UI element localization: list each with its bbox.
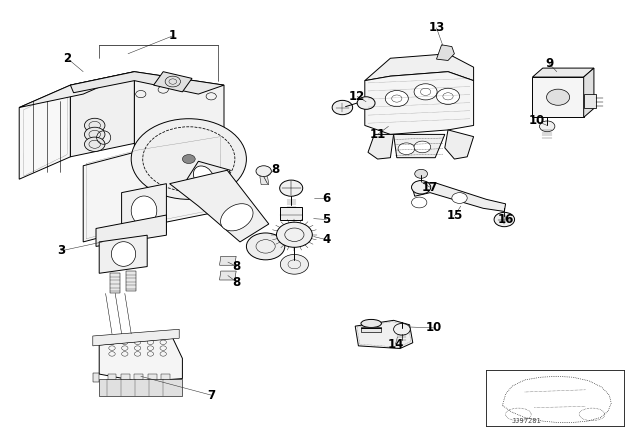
Polygon shape (70, 72, 134, 157)
Polygon shape (532, 68, 594, 77)
Circle shape (84, 127, 105, 142)
Text: 5: 5 (323, 213, 330, 226)
Polygon shape (368, 134, 394, 159)
Polygon shape (99, 338, 182, 382)
Polygon shape (99, 379, 182, 396)
Text: 10: 10 (528, 114, 545, 128)
Circle shape (494, 212, 515, 227)
Ellipse shape (193, 166, 214, 187)
Ellipse shape (131, 196, 157, 225)
Polygon shape (445, 130, 474, 159)
Bar (110, 273, 120, 293)
Circle shape (547, 89, 570, 105)
Polygon shape (436, 45, 454, 60)
Circle shape (398, 143, 415, 155)
Polygon shape (154, 72, 192, 92)
Polygon shape (96, 215, 166, 246)
Text: 4: 4 (323, 233, 330, 246)
Polygon shape (121, 374, 130, 380)
Circle shape (280, 180, 303, 196)
Circle shape (280, 254, 308, 274)
Polygon shape (584, 68, 594, 117)
Polygon shape (355, 320, 413, 349)
Text: 11: 11 (369, 128, 386, 141)
Ellipse shape (221, 204, 253, 231)
Polygon shape (108, 374, 116, 380)
Circle shape (246, 233, 285, 260)
Circle shape (385, 90, 408, 107)
Polygon shape (186, 161, 230, 190)
Polygon shape (134, 374, 143, 380)
Polygon shape (19, 85, 70, 179)
Circle shape (332, 100, 353, 115)
Text: 9: 9 (545, 57, 553, 70)
Bar (126, 271, 136, 291)
Polygon shape (19, 72, 134, 108)
Polygon shape (83, 134, 224, 242)
Text: 8: 8 (271, 163, 279, 176)
Polygon shape (532, 77, 584, 117)
Circle shape (415, 169, 428, 178)
Text: 17: 17 (422, 181, 438, 194)
Polygon shape (361, 327, 381, 332)
Circle shape (452, 193, 467, 203)
Text: 1: 1 (169, 29, 177, 43)
Polygon shape (365, 72, 474, 134)
Circle shape (412, 181, 431, 194)
Polygon shape (161, 374, 170, 380)
Bar (280, 207, 302, 220)
Text: 7: 7 (207, 388, 215, 402)
Text: 2: 2 (63, 52, 71, 65)
Circle shape (84, 118, 105, 133)
Polygon shape (365, 54, 474, 81)
Text: 12: 12 (349, 90, 365, 103)
Circle shape (276, 222, 312, 247)
Polygon shape (134, 72, 224, 161)
Circle shape (394, 323, 410, 335)
Circle shape (412, 197, 427, 208)
Ellipse shape (361, 319, 381, 327)
Polygon shape (93, 373, 99, 382)
Circle shape (131, 119, 246, 199)
Polygon shape (170, 170, 269, 242)
Text: 8: 8 (233, 276, 241, 289)
Polygon shape (413, 183, 506, 211)
Text: 10: 10 (426, 321, 442, 335)
Circle shape (540, 121, 555, 132)
Ellipse shape (111, 242, 136, 266)
Text: 8: 8 (233, 260, 241, 273)
Circle shape (414, 141, 431, 153)
Text: 13: 13 (428, 21, 445, 34)
Circle shape (84, 137, 105, 151)
Polygon shape (260, 177, 269, 185)
Polygon shape (220, 256, 236, 265)
Text: 14: 14 (387, 337, 404, 351)
Polygon shape (148, 374, 157, 380)
Circle shape (256, 166, 271, 177)
Text: 15: 15 (446, 209, 463, 223)
Polygon shape (122, 184, 166, 242)
Circle shape (414, 84, 437, 100)
Polygon shape (70, 72, 224, 94)
Circle shape (357, 97, 375, 109)
Circle shape (182, 155, 195, 164)
Polygon shape (99, 235, 147, 273)
Polygon shape (220, 271, 236, 280)
Circle shape (436, 88, 460, 104)
Text: 3: 3 (57, 244, 65, 258)
Polygon shape (584, 94, 596, 108)
Polygon shape (394, 134, 445, 158)
Text: 16: 16 (497, 213, 514, 226)
Polygon shape (93, 329, 179, 346)
Text: 6: 6 (323, 191, 330, 205)
Text: JJ97281: JJ97281 (512, 418, 541, 424)
